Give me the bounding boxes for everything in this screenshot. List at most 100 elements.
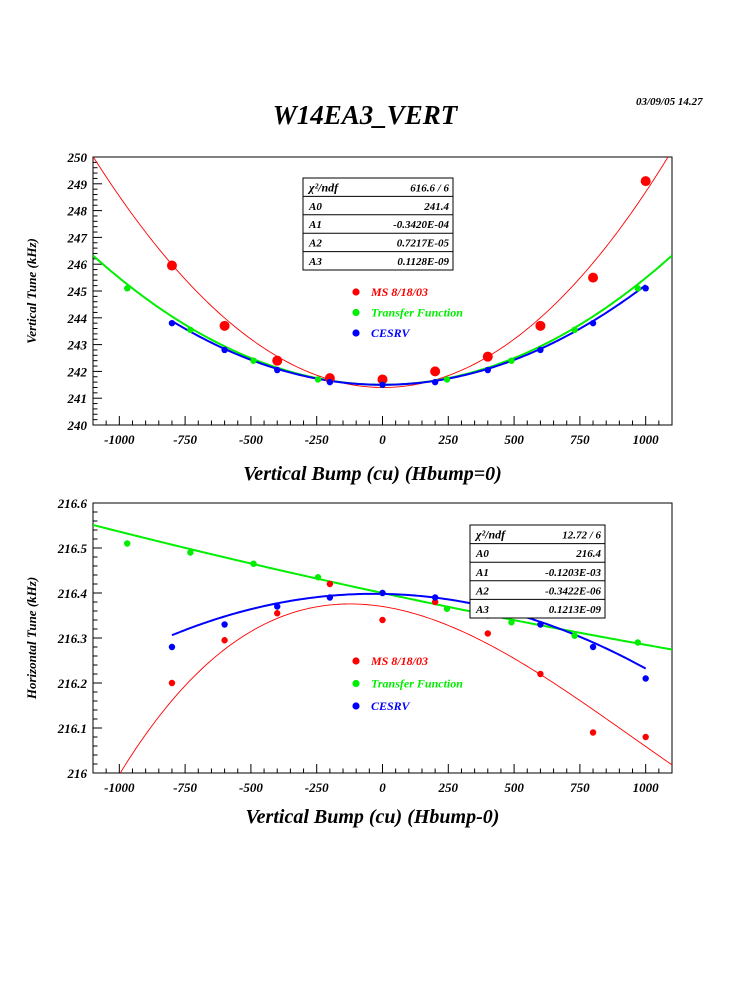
data-point: [168, 643, 176, 651]
fit-box-param-label: A3: [308, 256, 322, 268]
y-tick-label: 216: [67, 766, 88, 781]
fit-box-header-label: χ²/ndf: [474, 528, 506, 542]
fit-box-param-value: 241.4: [423, 201, 449, 213]
data-point: [379, 616, 386, 624]
y-tick-label: 245: [67, 284, 88, 299]
x-tick-label: -250: [305, 432, 329, 447]
x-tick-label: -500: [239, 780, 263, 795]
data-point: [537, 346, 544, 354]
fit-box-header-value: 616.6 / 6: [410, 182, 449, 194]
fit-box-param-value: -0.3422E-06: [545, 585, 601, 597]
fit-box-param-value: 0.1213E-09: [549, 604, 602, 616]
data-point: [589, 319, 597, 327]
chart-panel-2: -1000 -750 -500 -250 0 250 500 750 1000 216 216.1 2…: [24, 496, 673, 828]
y-axis-title: Horizontal Tune (kHz): [24, 577, 39, 700]
fit-box-param-value: -0.3420E-04: [393, 219, 449, 231]
fit-curve: [93, 254, 672, 386]
data-point: [379, 589, 386, 597]
data-point: [124, 285, 131, 292]
legend-marker: [352, 657, 360, 665]
y-axis-title: Vertical Tune (kHz): [24, 238, 39, 344]
fit-box-param-value: 216.4: [575, 548, 601, 560]
y-tick-label: 216.2: [57, 676, 88, 691]
data-point: [430, 366, 441, 377]
x-tick-label: -750: [173, 780, 197, 795]
data-point: [326, 580, 334, 588]
y-tick-label: 216.1: [57, 721, 87, 736]
data-point: [377, 374, 388, 385]
x-axis-title: Vertical Bump (cu) (Hbump-0): [246, 806, 500, 828]
data-point: [274, 610, 281, 617]
data-point: [537, 670, 544, 678]
data-point: [187, 549, 194, 556]
fit-stats-box: [302, 177, 454, 271]
fit-box-param-label: A1: [308, 219, 322, 231]
data-point: [221, 346, 228, 354]
data-point: [272, 355, 283, 366]
data-point: [537, 621, 544, 628]
data-point: [640, 176, 651, 187]
x-tick-label: 500: [504, 432, 524, 447]
data-point: [187, 326, 194, 334]
x-tick-label: -250: [305, 780, 329, 795]
data-point: [379, 381, 386, 388]
fit-box-header-value: 12.72 / 6: [562, 530, 601, 542]
x-tick-label: 1000: [633, 432, 660, 447]
data-point: [219, 320, 230, 331]
x-tick-label: 750: [570, 432, 590, 447]
data-point: [431, 594, 439, 601]
legend-marker: [352, 308, 360, 317]
legend-label: MS 8/18/03: [370, 285, 428, 299]
legend-marker: [352, 288, 360, 296]
data-point: [431, 378, 439, 386]
data-point: [482, 351, 493, 362]
data-point: [634, 285, 641, 292]
x-tick-label: 500: [504, 780, 524, 795]
data-point: [314, 376, 322, 383]
data-point: [443, 376, 451, 383]
plot-area: [93, 523, 672, 773]
y-tick-label: 250: [67, 150, 88, 165]
fit-box-param-label: A0: [308, 201, 322, 213]
data-point: [642, 675, 649, 682]
data-point: [168, 319, 176, 327]
legend-marker: [352, 702, 360, 710]
y-tick-label: 216.5: [57, 541, 88, 556]
data-point: [508, 357, 515, 364]
y-tick-label: 216.3: [57, 631, 88, 646]
data-point: [168, 679, 176, 687]
fit-box-param-label: A3: [475, 604, 489, 616]
fit-box-param-label: A2: [475, 585, 489, 597]
data-point: [589, 643, 597, 651]
data-point: [250, 357, 257, 364]
y-tick-label: 216.4: [57, 586, 88, 601]
legend-label: Transfer Function: [371, 306, 463, 320]
fit-box-param-value: 0.7217E-05: [397, 238, 450, 250]
fit-stats-box: [469, 524, 606, 619]
x-tick-label: 0: [379, 780, 386, 795]
x-tick-label: 250: [438, 432, 459, 447]
legend-label: CESRV: [371, 699, 410, 713]
x-tick-label: -1000: [104, 780, 135, 795]
y-tick-label: 244: [67, 311, 88, 326]
chart-panel-1: -1000 -750 -500 -250 0 250 500 750 1000 240 241 242…: [24, 150, 673, 485]
x-tick-label: -500: [239, 432, 263, 447]
y-tick-label: 248: [67, 204, 88, 219]
data-point: [484, 630, 491, 637]
data-point: [484, 366, 491, 374]
data-point: [326, 378, 334, 386]
plot-area: [93, 157, 672, 388]
data-point: [274, 366, 281, 374]
data-point: [508, 619, 515, 626]
data-point: [431, 598, 439, 606]
data-point: [589, 729, 597, 736]
data-point: [274, 603, 281, 610]
x-axis-title: Vertical Bump (cu) (Hbump=0): [243, 463, 502, 485]
data-point: [634, 639, 641, 646]
x-tick-label: -1000: [104, 432, 135, 447]
data-point: [166, 260, 177, 271]
y-tick-label: 242: [67, 364, 88, 379]
legend-marker: [352, 329, 360, 337]
fit-box-param-label: A1: [475, 567, 489, 579]
